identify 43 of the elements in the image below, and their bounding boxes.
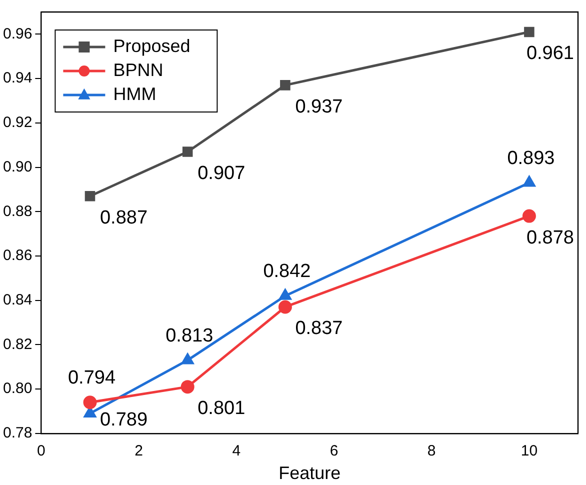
point <box>523 176 536 187</box>
y-tick-label: 0.90 <box>2 158 32 176</box>
y-tick-label: 0.94 <box>2 70 32 87</box>
point <box>182 146 193 157</box>
y-tick-label: 0.78 <box>2 424 32 442</box>
data-label: 0.789 <box>100 410 148 431</box>
y-tick-label: 0.86 <box>2 247 32 264</box>
x-tick-label: 6 <box>330 442 338 460</box>
legend-label: HMM <box>113 84 156 104</box>
x-tick-label: 2 <box>134 442 143 460</box>
x-tick-label: 0 <box>37 442 46 460</box>
x-axis-title: Feature <box>278 463 341 484</box>
data-label: 0.907 <box>198 162 246 184</box>
data-label: 0.878 <box>526 227 574 248</box>
x-tick-label: 10 <box>520 442 538 460</box>
data-label: 0.801 <box>198 398 246 420</box>
point <box>279 289 292 300</box>
data-label: 0.937 <box>295 96 343 118</box>
data-label: 0.961 <box>526 43 574 64</box>
legend-label: Proposed <box>113 36 190 56</box>
data-label: 0.893 <box>507 148 555 170</box>
point <box>182 353 194 364</box>
x-tick-label: 8 <box>427 442 436 460</box>
y-tick-label: 0.82 <box>2 336 32 353</box>
data-label: 0.842 <box>263 261 311 282</box>
legend-label: BPNN <box>113 60 164 80</box>
x-tick-label: 4 <box>232 442 241 460</box>
point <box>84 190 96 202</box>
y-tick-label: 0.92 <box>2 114 32 132</box>
y-tick-label: 0.96 <box>2 25 32 42</box>
point <box>522 209 536 223</box>
y-tick-label: 0.84 <box>2 291 32 308</box>
data-label: 0.813 <box>166 325 214 346</box>
point <box>280 80 290 90</box>
y-tick-label: 0.80 <box>2 380 32 398</box>
point <box>278 300 292 314</box>
data-label: 0.837 <box>295 318 343 340</box>
point <box>180 380 194 394</box>
point <box>524 26 534 38</box>
y-tick-label: 0.88 <box>2 202 32 220</box>
data-label: 0.887 <box>100 207 148 228</box>
point <box>83 396 97 410</box>
data-label: 0.794 <box>68 368 116 389</box>
